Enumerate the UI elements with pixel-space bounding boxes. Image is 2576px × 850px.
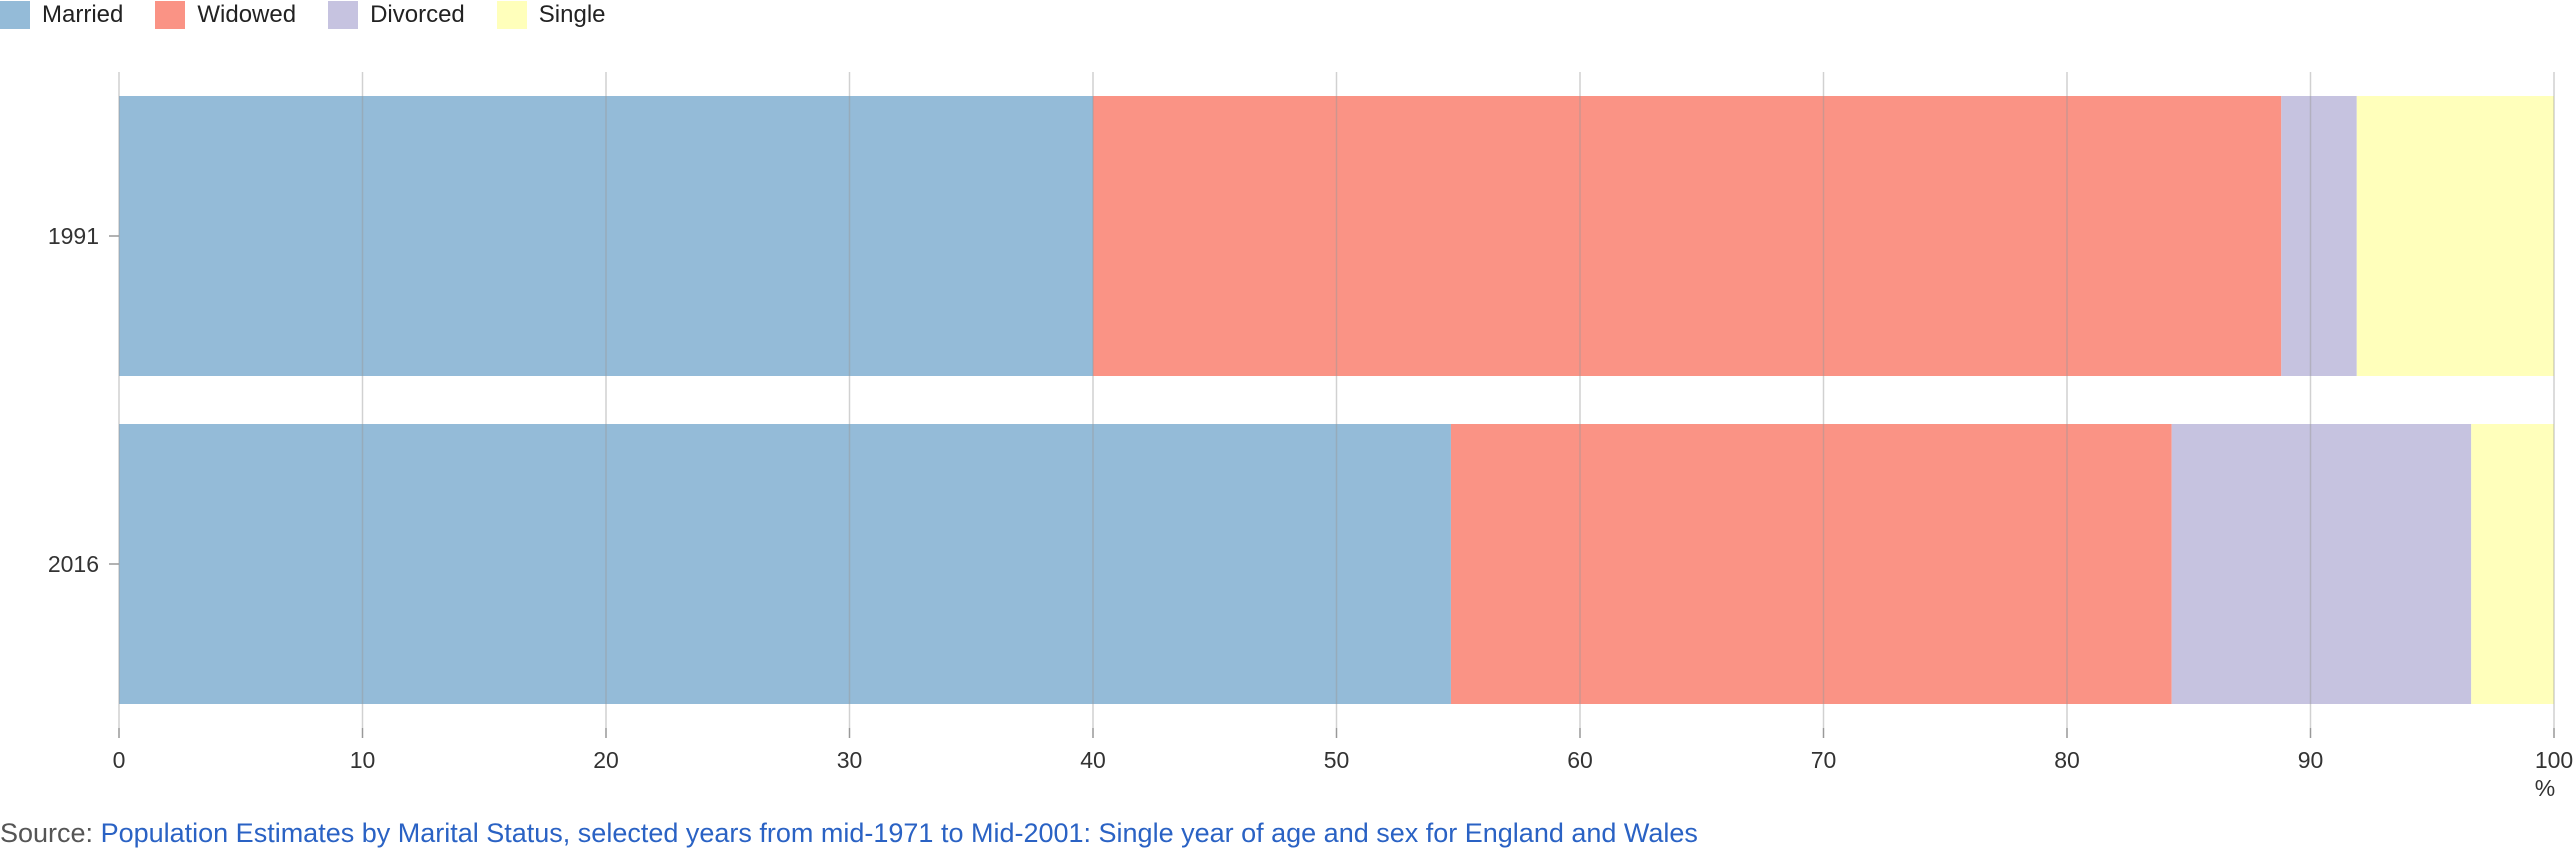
legend-swatch <box>328 1 359 29</box>
bar-widowed-1991 <box>1093 96 2282 376</box>
legend-swatch <box>496 1 527 29</box>
x-tick-label: 90 <box>2298 747 2324 773</box>
legend-item-widowed[interactable]: Widowed <box>155 1 296 29</box>
source-link[interactable]: Population Estimates by Marital Status, … <box>100 818 1698 848</box>
bar-single-2016 <box>2471 424 2554 704</box>
bar-divorced-1991 <box>2281 96 2357 376</box>
source-note: Source: Population Estimates by Marital … <box>0 818 1698 849</box>
bar-divorced-2016 <box>2171 424 2472 704</box>
stacked-bar-chart: 0 10 20 30 40 50 60 70 80 90 100% 1991 2016 <box>48 72 2573 801</box>
y-category-label: 2016 <box>48 551 99 577</box>
bar-married-2016 <box>119 424 1451 704</box>
legend-item-divorced[interactable]: Divorced <box>328 1 465 29</box>
legend-label: Single <box>538 1 606 28</box>
bar-married-1991 <box>119 96 1093 376</box>
legend-swatch <box>0 1 30 29</box>
legend-item-single[interactable]: Single <box>496 1 606 29</box>
x-tick-label: 80 <box>2054 747 2080 773</box>
chart-legend: Married Widowed Divorced Single <box>0 0 638 30</box>
source-prefix: Source: <box>0 818 94 848</box>
legend-swatch <box>155 1 186 29</box>
x-tick-label: 50 <box>1324 747 1350 773</box>
legend-label: Widowed <box>197 1 297 28</box>
x-axis-unit: % <box>2535 775 2555 801</box>
x-tick-label: 20 <box>593 747 619 773</box>
legend-item-married[interactable]: Married <box>0 1 123 29</box>
x-tick-label: 70 <box>1811 747 1837 773</box>
x-tick-label: 40 <box>1080 747 1106 773</box>
x-tick-label: 10 <box>350 747 376 773</box>
legend-label: Divorced <box>370 1 465 28</box>
x-tick-label: 100 <box>2535 747 2573 773</box>
bar-widowed-2016 <box>1450 424 2172 704</box>
legend-label: Married <box>42 1 124 28</box>
bar-single-1991 <box>2356 96 2554 376</box>
x-tick-label: 30 <box>837 747 863 773</box>
x-tick-label: 60 <box>1567 747 1593 773</box>
x-tick-label: 0 <box>113 747 126 773</box>
y-category-label: 1991 <box>48 223 99 249</box>
